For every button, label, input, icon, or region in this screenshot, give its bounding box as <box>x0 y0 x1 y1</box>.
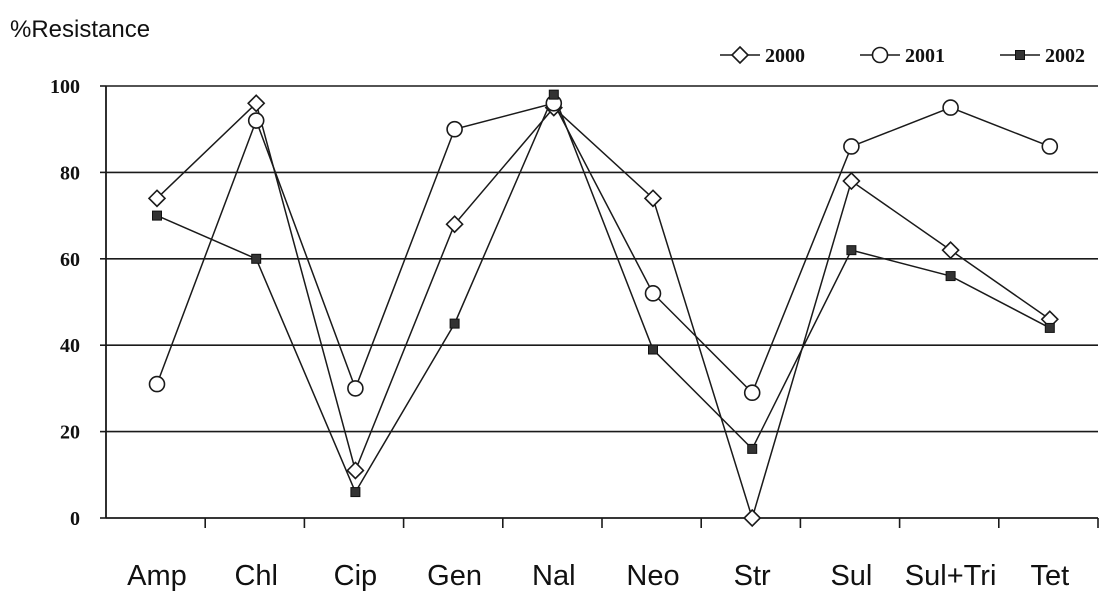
legend-entry-2002: 2002 <box>1000 45 1085 67</box>
x-tick-label-7: Sul <box>830 560 872 592</box>
point-2000-Sul+Tri <box>941 241 960 260</box>
point-2002-Gen <box>449 318 460 329</box>
legend-marker-2000 <box>730 45 750 65</box>
series-2000 <box>156 101 1051 521</box>
series-line-2002 <box>156 92 1051 494</box>
point-2000-Cip <box>346 461 365 480</box>
legend-marker-2001 <box>871 46 889 64</box>
x-tick-label-3: Gen <box>427 560 482 592</box>
legend: 2000 2001 2002 <box>720 45 1085 67</box>
series-markers-2002 <box>152 89 1055 498</box>
point-2000-Chl <box>247 94 266 113</box>
legend-entry-2001: 2001 <box>860 45 945 67</box>
point-2000-Amp <box>147 189 167 208</box>
x-tick-labels: Amp Chl Cip Gen Nal Neo Str Sul Sul+Tri Tet <box>127 560 1069 592</box>
point-2001-Amp <box>148 375 166 393</box>
x-tick-label-0: Amp <box>127 560 187 592</box>
x-tick-label-8: Sul+Tri <box>905 560 997 592</box>
point-2000-Sul <box>842 171 861 191</box>
y-tick-label-60: 60 <box>60 249 80 271</box>
y-tick-label-100: 100 <box>50 76 80 98</box>
point-2000-Gen <box>445 215 464 234</box>
point-2001-Sul <box>843 138 860 155</box>
point-2002-Str <box>747 443 758 454</box>
x-tick-label-5: Neo <box>626 560 679 592</box>
legend-label-2001: 2001 <box>905 45 945 67</box>
point-2002-Cip <box>350 487 361 498</box>
x-tick-label-6: Str <box>734 560 771 592</box>
y-axis-label: %Resistance <box>10 16 150 43</box>
series-2001 <box>156 102 1051 395</box>
point-2002-Chl <box>251 253 262 264</box>
point-2002-Amp <box>152 210 162 221</box>
legend-marker-2002 <box>1015 50 1025 60</box>
legend-label-2000: 2000 <box>765 45 805 67</box>
point-2000-Str <box>743 508 762 528</box>
y-tick-label-0: 0 <box>70 508 80 530</box>
point-2002-Nal <box>548 89 559 100</box>
point-2002-Sul+Tri <box>945 271 956 282</box>
x-tick-label-1: Chl <box>234 560 278 592</box>
x-tick-label-4: Nal <box>532 560 576 592</box>
y-tick-labels: 0 20 40 60 80 100 <box>50 76 80 530</box>
x-tick-label-9: Tet <box>1030 560 1069 592</box>
point-2001-Chl <box>247 112 265 129</box>
series-markers-2000 <box>147 94 1059 528</box>
series-line-2001 <box>156 102 1051 395</box>
legend-label-2002: 2002 <box>1045 45 1085 67</box>
series-markers-2001 <box>148 94 1059 402</box>
axes <box>100 85 1099 528</box>
data-series <box>147 89 1059 528</box>
point-2002-Neo <box>648 344 658 355</box>
y-tick-label-80: 80 <box>60 162 80 184</box>
y-tick-label-40: 40 <box>60 335 80 357</box>
point-2002-Tet <box>1044 322 1055 333</box>
point-2001-Sul+Tri <box>942 99 959 116</box>
point-2001-Str <box>743 384 761 402</box>
x-tick-label-2: Cip <box>334 560 378 592</box>
legend-entry-2000: 2000 <box>720 45 805 67</box>
point-2001-Neo <box>644 285 662 302</box>
series-2002 <box>156 92 1051 494</box>
point-2001-Tet <box>1041 138 1059 155</box>
grid-lines <box>106 85 1098 433</box>
point-2001-Cip <box>347 380 364 397</box>
y-tick-label-20: 20 <box>60 422 80 444</box>
point-2002-Sul <box>846 245 857 256</box>
point-2001-Gen <box>446 120 463 138</box>
series-line-2000 <box>156 101 1051 521</box>
point-2000-Neo <box>643 189 663 208</box>
